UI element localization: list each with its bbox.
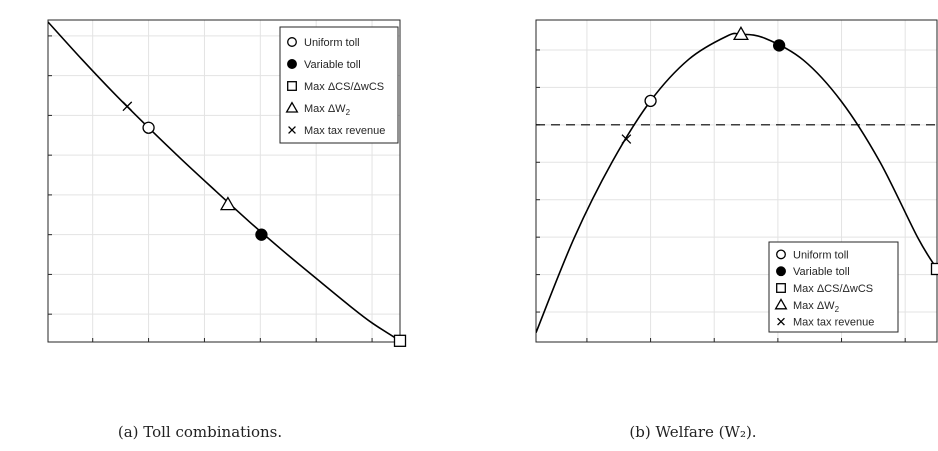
marker-x-4: [621, 134, 632, 144]
legend-label: Max ΔCS/ΔwCS: [793, 283, 873, 295]
marker-circle-filled-1: [772, 39, 786, 52]
legend-marker-circle-open: [287, 37, 297, 47]
legend-marker-x: [288, 126, 296, 134]
legend-label: Variable toll: [304, 59, 361, 71]
marker-circle-filled-1: [255, 228, 268, 241]
legend-marker-square: [287, 81, 297, 91]
panel-b-welfare: Uniform toll Variable toll Max ΔCS/ΔwCS Max…: [535, 19, 938, 343]
caption-b: (b) Welfare (W₂).: [629, 423, 756, 441]
legend: Uniform toll Variable toll Max ΔCS/ΔwCS Max…: [279, 26, 399, 144]
axes-box: [535, 19, 938, 343]
legend-label: Uniform toll: [793, 249, 849, 261]
legend-label: Variable toll: [793, 266, 850, 278]
marker-x-4: [122, 101, 133, 112]
legend-marker-circle-filled: [287, 59, 297, 69]
marker-triangle-3: [732, 26, 749, 41]
legend-marker-circle-open: [776, 249, 786, 260]
legend-marker-square: [776, 283, 786, 293]
legend: Uniform toll Variable toll Max ΔCS/ΔwCS Max…: [768, 241, 899, 333]
legend-label: Max tax revenue: [304, 125, 385, 137]
legend-label: Max tax revenue: [793, 317, 874, 329]
legend-marker-triangle: [285, 101, 299, 113]
legend-box: [768, 241, 899, 333]
marker-square-2: [930, 262, 938, 276]
legend-label: Max ΔW2: [304, 103, 351, 117]
axes-box: [47, 19, 401, 343]
legend-box: [279, 26, 399, 144]
marker-square-2: [393, 334, 407, 347]
legend-marker-x: [777, 317, 785, 326]
legend-label: Uniform toll: [304, 37, 360, 49]
legend-marker-circle-filled: [776, 266, 786, 277]
caption-a: (a) Toll combinations.: [118, 423, 282, 441]
marker-circle-open-0: [644, 94, 657, 108]
panel-a-toll-combinations: Uniform toll Variable toll Max ΔCS/ΔwCS Max…: [47, 19, 407, 347]
legend-marker-triangle: [774, 298, 788, 310]
marker-circle-open-0: [142, 121, 155, 134]
marker-triangle-3: [219, 196, 236, 211]
legend-label: Max ΔW2: [793, 300, 840, 314]
legend-label: Max ΔCS/ΔwCS: [304, 81, 384, 93]
